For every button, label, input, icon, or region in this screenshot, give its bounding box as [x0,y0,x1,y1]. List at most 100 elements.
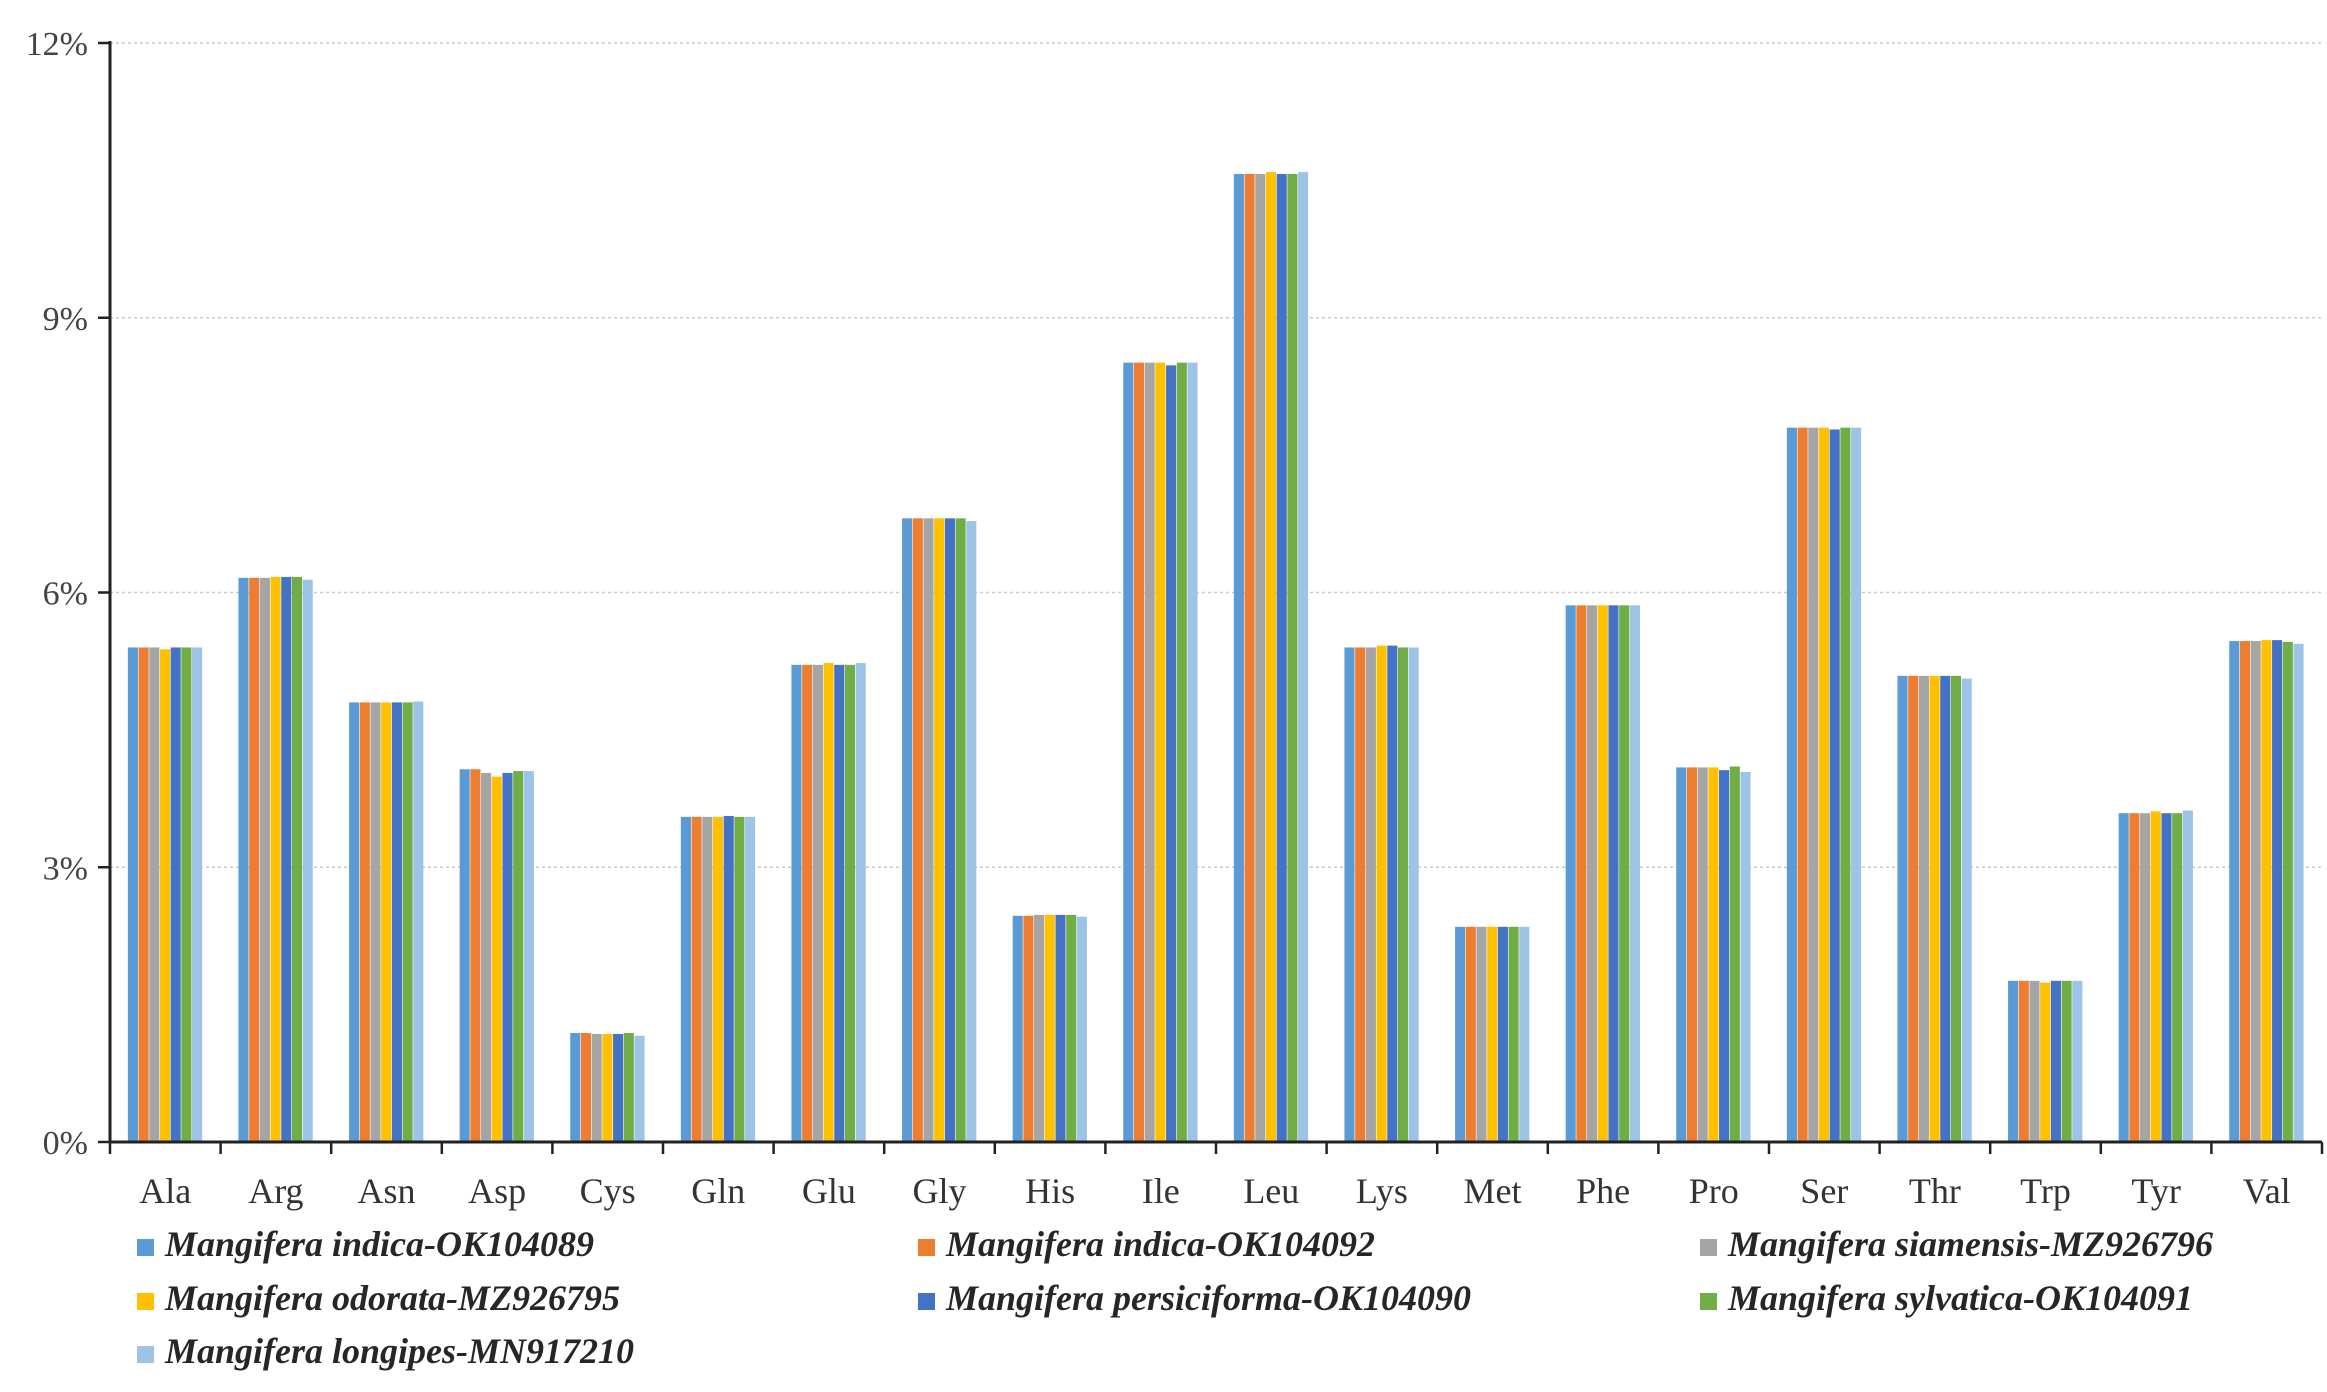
bar-asn-s3 [370,702,381,1142]
legend-label-4: Mangifera odorata-MZ926795 [164,1278,620,1318]
bar-thr-s6 [1950,675,1962,1142]
bar-tyr-s3 [2140,813,2151,1142]
bar-cys-s4 [602,1033,613,1142]
bar-val-s1 [2229,641,2240,1142]
legend-swatch-5 [918,1293,935,1310]
bar-leu-s2 [1244,173,1255,1142]
bar-ala-s2 [138,647,149,1142]
bar-ser-s2 [1797,427,1808,1142]
bar-asp-s4 [491,776,502,1142]
bar-leu-s7 [1298,172,1309,1142]
bar-leu-s4 [1265,172,1277,1142]
bar-ile-s7 [1187,362,1198,1142]
bar-met-s2 [1465,926,1476,1142]
bar-phe-s4 [1597,605,1608,1142]
bar-his-s2 [1023,915,1034,1142]
bar-gln-s2 [691,816,702,1142]
x-tick-label-ser: Ser [1800,1171,1848,1211]
bar-pro-s4 [1708,767,1719,1142]
x-tick-label-ala: Ala [139,1171,191,1211]
bar-leu-s6 [1287,173,1298,1142]
y-tick-label: 6% [43,576,88,613]
bar-tyr-s1 [2118,813,2129,1142]
bar-lys-s6 [1397,647,1409,1142]
bar-arg-s5 [281,576,292,1142]
bar-gly-s7 [966,521,977,1142]
bar-cys-s7 [634,1035,645,1142]
bar-met-s7 [1519,926,1530,1142]
bar-gln-s3 [702,816,713,1142]
legend-swatch-1 [137,1239,154,1256]
legend-label-7: Mangifera longipes-MN917210 [164,1331,634,1371]
bar-thr-s1 [1897,675,1908,1142]
bar-ile-s3 [1144,362,1155,1142]
bar-phe-s1 [1565,605,1576,1142]
bar-leu-s1 [1233,173,1244,1142]
bar-val-s5 [2272,640,2283,1142]
legend-swatch-3 [1700,1239,1717,1256]
x-tick-label-gly: Gly [913,1171,967,1211]
x-tick-label-his: His [1025,1171,1075,1211]
bar-gly-s4 [934,518,945,1142]
bar-ile-s4 [1155,362,1166,1142]
bar-gln-s5 [723,815,734,1142]
y-tick-label: 12% [26,26,88,63]
bar-trp-s7 [2072,980,2083,1142]
x-tick-label-asp: Asp [468,1171,526,1211]
bar-glu-s4 [823,663,834,1142]
bar-ile-s6 [1176,362,1187,1142]
bar-lys-s7 [1408,647,1419,1142]
x-tick-label-gln: Gln [691,1171,745,1211]
bar-cys-s5 [613,1033,624,1142]
x-tick-label-glu: Glu [802,1171,856,1211]
x-tick-label-pro: Pro [1689,1171,1739,1211]
bar-asn-s7 [413,701,424,1142]
bar-trp-s4 [2040,982,2051,1142]
bar-thr-s3 [1918,675,1929,1142]
bar-gln-s1 [680,816,691,1142]
x-tick-label-met: Met [1464,1171,1522,1211]
x-tick-label-thr: Thr [1909,1171,1961,1211]
x-tick-label-tyr: Tyr [2131,1171,2180,1211]
bar-glu-s3 [812,664,823,1142]
bar-thr-s4 [1929,675,1940,1142]
bar-cys-s2 [580,1033,592,1142]
bar-asp-s1 [459,769,470,1142]
legend-label-5: Mangifera persiciforma-OK104090 [945,1278,1471,1318]
bar-asn-s5 [391,702,402,1142]
bar-met-s5 [1497,926,1508,1142]
bar-val-s7 [2293,643,2304,1142]
bar-ser-s3 [1808,427,1819,1142]
bar-trp-s6 [2061,980,2072,1142]
bar-tyr-s2 [2129,813,2140,1142]
bar-thr-s7 [1961,678,1972,1142]
y-tick-labels: 0% 3% 6% 9% 12% [26,26,88,1162]
bar-gly-s3 [923,518,934,1142]
bar-thr-s5 [1940,675,1951,1142]
bar-phe-s3 [1587,605,1598,1142]
bar-his-s1 [1012,915,1023,1142]
bar-ser-s4 [1818,427,1830,1142]
gridlines [110,42,2322,868]
y-tick-label: 0% [43,1125,88,1162]
bar-ile-s2 [1133,362,1145,1142]
bar-his-s7 [1076,916,1087,1142]
legend-label-1: Mangifera indica-OK104089 [164,1224,594,1264]
bar-leu-s3 [1255,173,1266,1142]
bars [127,172,2304,1143]
bar-asn-s4 [381,702,392,1142]
bar-cys-s6 [623,1033,634,1142]
x-tick-label-ile: Ile [1142,1171,1180,1211]
bar-cys-s1 [570,1033,581,1142]
bar-arg-s3 [259,577,270,1142]
legend-swatch-2 [918,1239,935,1256]
bar-ser-s1 [1786,427,1797,1142]
bar-ile-s1 [1123,362,1134,1142]
bar-ala-s3 [149,647,160,1142]
x-tick-label-leu: Leu [1243,1171,1299,1211]
bar-ala-s4 [159,649,171,1142]
bar-lys-s3 [1365,647,1376,1142]
x-tick-label-asn: Asn [357,1171,415,1211]
bar-gly-s2 [912,518,923,1142]
